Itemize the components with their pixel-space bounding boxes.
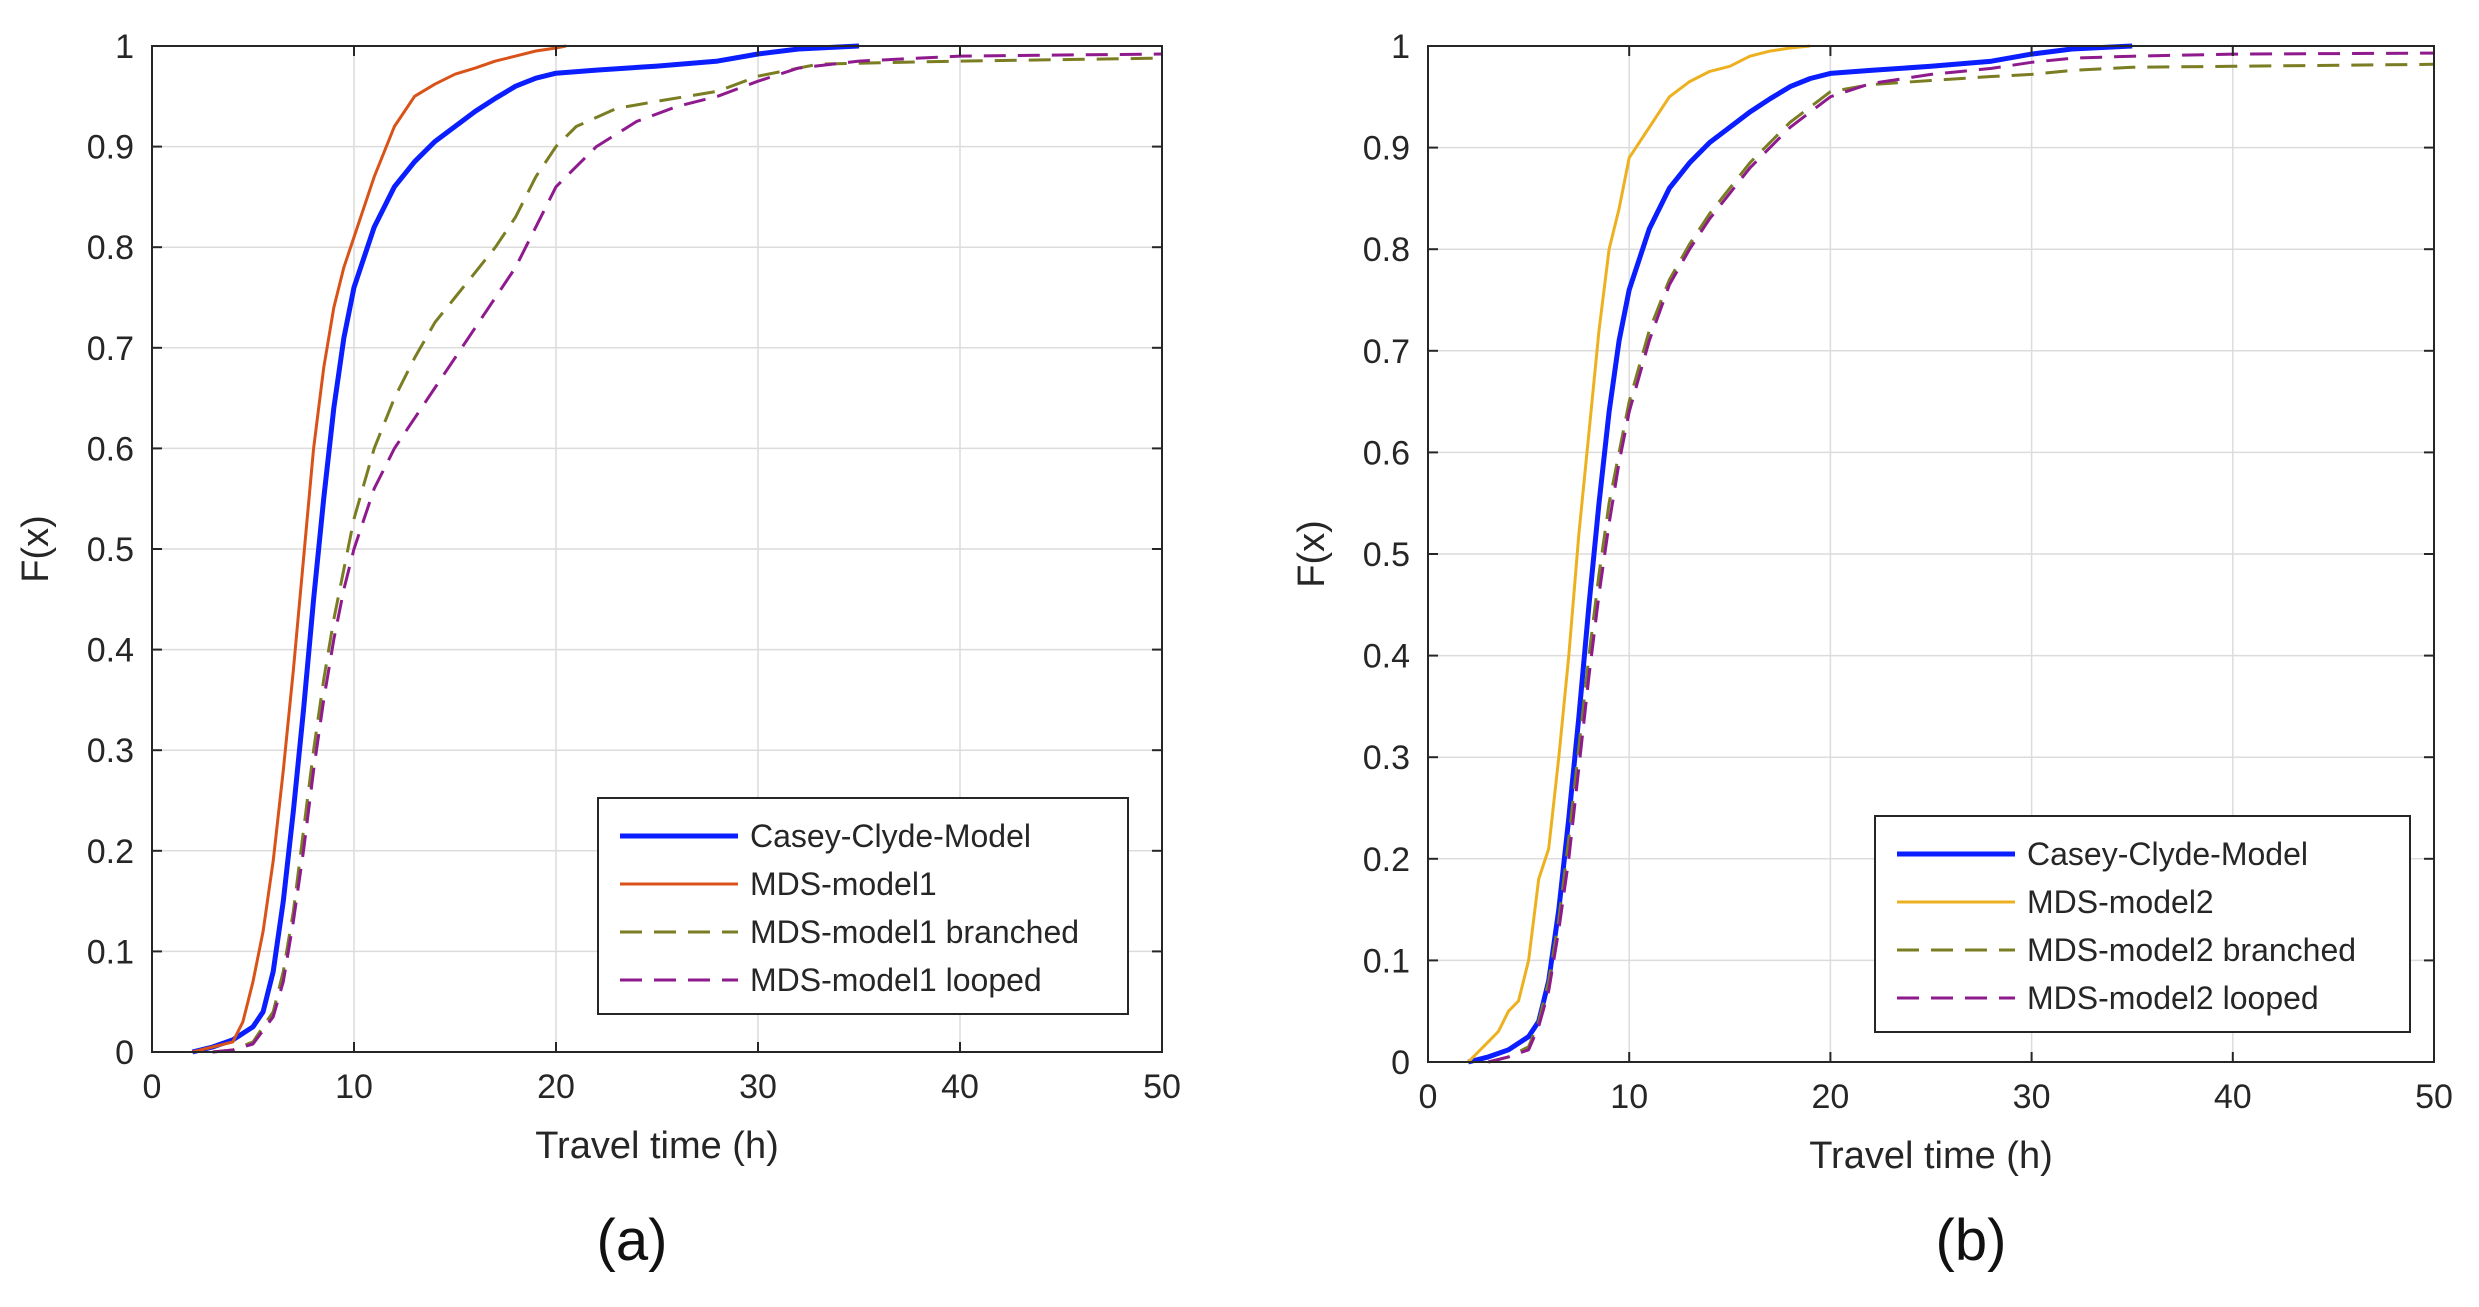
x-tick-label: 50 <box>2415 1078 2453 1116</box>
x-tick-label: 20 <box>1811 1078 1849 1116</box>
panel-label: (b) <box>1936 1208 2007 1273</box>
series-line-mds-model1-branched <box>212 56 1163 1054</box>
y-axis-label: F(x) <box>1291 520 1333 588</box>
series-line-mds-model2-looped <box>1488 51 2435 1064</box>
y-tick-label: 0.8 <box>87 229 134 267</box>
panel-a: 0 10 20 30 40 50 0 0.1 0.2 0.3 0.4 0.5 0.6 0.7 0.8 0.9 1… <box>15 28 1181 1273</box>
y-tick-label: 0.7 <box>87 330 134 368</box>
legend-entry-label: MDS-model1 <box>750 866 937 902</box>
y-tick-label: 0.5 <box>87 531 134 569</box>
y-tick-label: 0.1 <box>1363 942 1410 980</box>
y-tick-label: 0.4 <box>87 632 134 670</box>
x-tick-label: 50 <box>1143 1068 1181 1106</box>
x-axis-label: Travel time (h) <box>1809 1135 2053 1177</box>
legend-entry-label: Casey-Clyde-Model <box>750 818 1031 854</box>
y-tick-label: 0.2 <box>87 833 134 871</box>
legend-entry-label: MDS-model2 branched <box>2027 932 2356 968</box>
x-tick-label: 40 <box>941 1068 979 1106</box>
y-tick-label: 1 <box>115 28 134 66</box>
panel-b: 0 10 20 30 40 50 0 0.1 0.2 0.3 0.4 0.5 0.6 0.7 0.8 0.9 1… <box>1291 28 2453 1273</box>
y-tick-label: 0.5 <box>1363 536 1410 574</box>
y-tick-label: 0.4 <box>1363 638 1410 676</box>
legend-entry-label: MDS-model2 looped <box>2027 980 2319 1016</box>
y-tick-label: 0.2 <box>1363 841 1410 879</box>
y-tick-label: 0.6 <box>87 430 134 468</box>
legend: Casey-Clyde-Model MDS-model2 MDS-model2 br… <box>1874 815 2411 1033</box>
x-tick-label: 20 <box>537 1068 575 1106</box>
x-tick-label: 0 <box>143 1068 162 1106</box>
series-line-mds-model1 <box>192 44 567 1054</box>
legend: Casey-Clyde-Model MDS-model1 MDS-model1 br… <box>597 797 1129 1015</box>
legend-entry-label: MDS-model1 looped <box>750 962 1042 998</box>
y-tick-label: 0.6 <box>1363 434 1410 472</box>
panel-label: (a) <box>597 1208 668 1273</box>
series-line-mds-model1-looped <box>212 52 1163 1054</box>
y-tick-label: 0.8 <box>1363 231 1410 269</box>
y-tick-label: 0.7 <box>1363 333 1410 371</box>
y-tick-label: 0.3 <box>1363 739 1410 777</box>
x-axis-label: Travel time (h) <box>535 1125 779 1167</box>
y-tick-label: 0 <box>115 1034 134 1072</box>
x-tick-label: 30 <box>2013 1078 2051 1116</box>
y-tick-label: 0.1 <box>87 933 134 971</box>
x-tick-label: 40 <box>2214 1078 2252 1116</box>
x-tick-label: 30 <box>739 1068 777 1106</box>
y-tick-label: 0.3 <box>87 732 134 770</box>
y-tick-label: 0 <box>1391 1044 1410 1082</box>
x-tick-label: 10 <box>1610 1078 1648 1116</box>
series-line-casey-clyde-model <box>191 43 860 1055</box>
y-axis-label: F(x) <box>15 515 57 583</box>
x-tick-label: 10 <box>335 1068 373 1106</box>
y-tick-label: 0.9 <box>87 129 134 167</box>
y-tick-label: 1 <box>1391 28 1410 66</box>
legend-entry-label: Casey-Clyde-Model <box>2027 836 2308 872</box>
y-tick-label: 0.9 <box>1363 130 1410 168</box>
legend-entry-label: MDS-model1 branched <box>750 914 1079 950</box>
x-tick-label: 0 <box>1419 1078 1438 1116</box>
series-line-mds-model2 <box>1467 44 1811 1064</box>
legend-entry-label: MDS-model2 <box>2027 884 2214 920</box>
